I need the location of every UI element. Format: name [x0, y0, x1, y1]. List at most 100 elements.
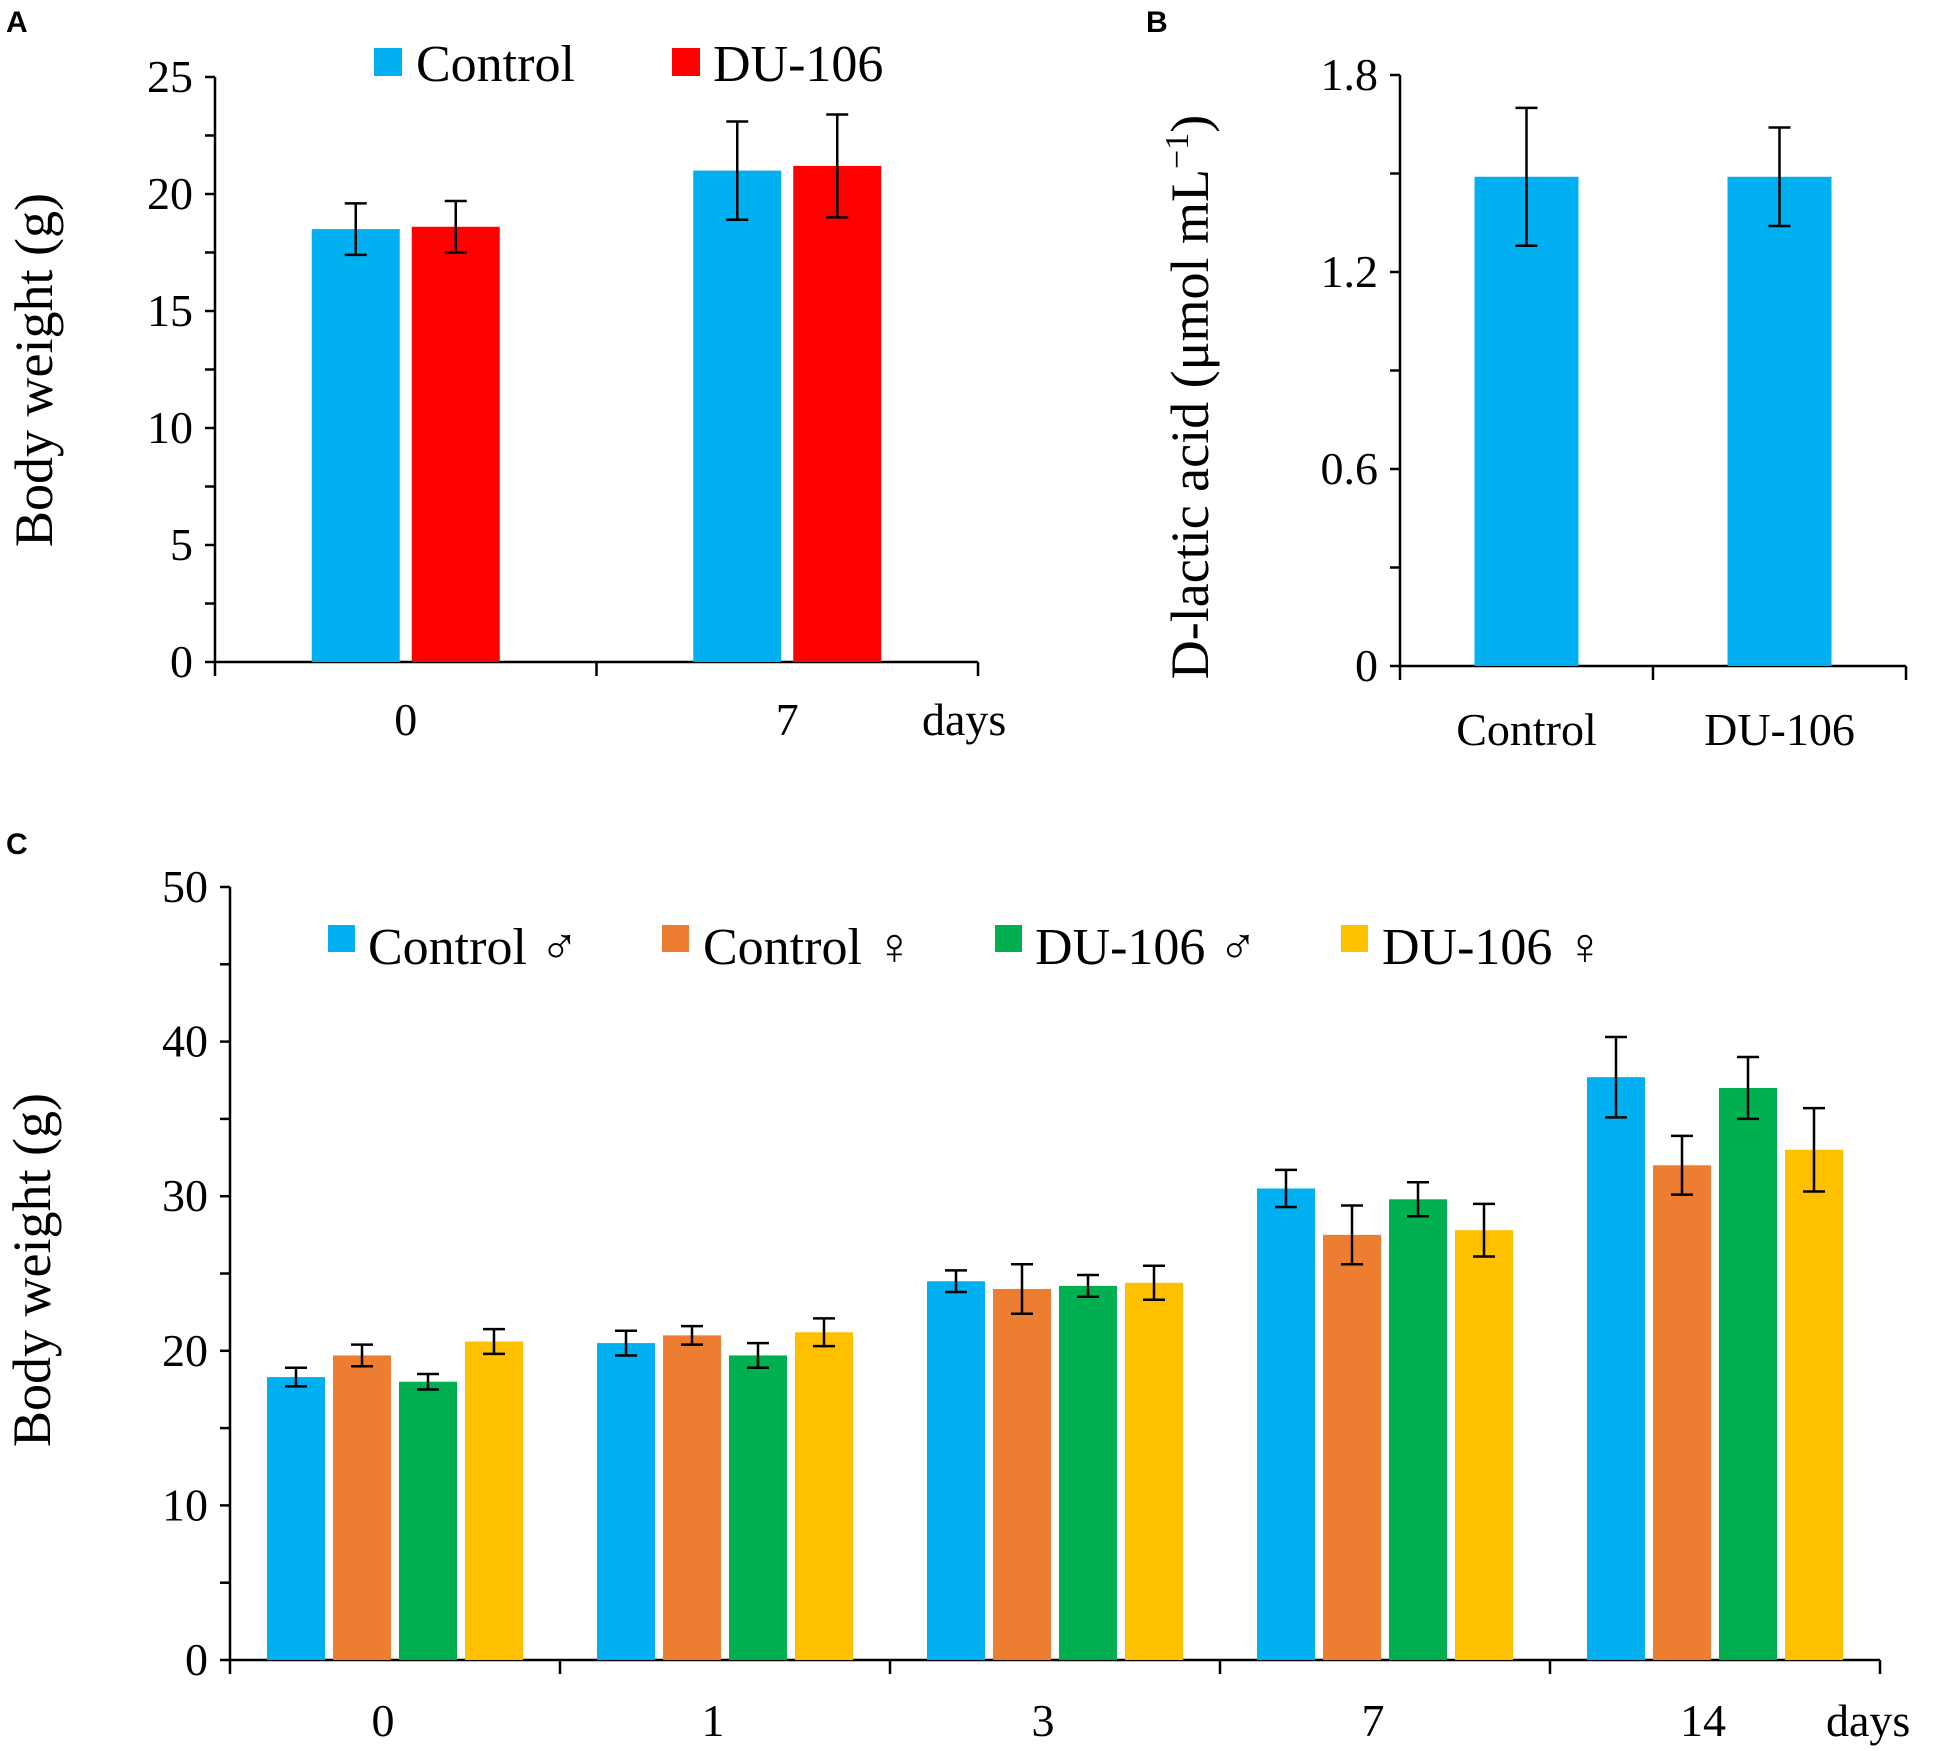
- panel-c-bar-du-106-1: [729, 1355, 787, 1660]
- panel-a-bar-control-7: [693, 170, 782, 662]
- panel-c-error-bar-du-106-7: [1473, 1202, 1495, 1258]
- panel-a-legend: Control DU-106: [374, 36, 883, 93]
- panel-b-y-tick-label: 0.6: [1321, 443, 1379, 494]
- panel-a-legend-label-control: Control: [416, 36, 575, 93]
- panel-a-error-bar-control-0: [344, 202, 367, 257]
- panel-a-x-tick-label: 0: [394, 694, 417, 745]
- panel-c-error-bar-du-106-1: [747, 1341, 769, 1370]
- panel-b-bar-d-lactic-acid-control: [1474, 176, 1579, 667]
- panel-a-error-bar-control-7: [726, 120, 749, 221]
- panel-c-legend-label-du106-female: DU-106 ♀: [1382, 919, 1604, 976]
- panel-c-y-tick-label: 30: [162, 1170, 208, 1221]
- panel-c-bar-control-1: [597, 1343, 655, 1660]
- panel-c-y-tick-label: 0: [185, 1634, 208, 1685]
- panel-a-y-tick-label: 25: [147, 51, 193, 102]
- panel-c-legend-label-control-male: Control ♂: [368, 919, 579, 976]
- panel-c-y-tick-label: 40: [162, 1016, 208, 1067]
- panel-c-y-tick-label: 20: [162, 1325, 208, 1376]
- panel-a-legend-swatch-control: [374, 48, 402, 76]
- panel-c-bar-du-106-1: [795, 1332, 853, 1660]
- panel-a-letter: A: [6, 6, 28, 39]
- panel-c-bar-control-0: [333, 1355, 391, 1660]
- panel-c-error-bar-control-0: [351, 1343, 373, 1368]
- panel-c-error-bar-du-106-3: [1077, 1273, 1099, 1298]
- panel-a-bar-du-106-7: [793, 165, 882, 663]
- panel-c-bar-control-0: [267, 1377, 325, 1660]
- panel-a-y-tick-label: 20: [147, 168, 193, 219]
- panel-c-error-bar-control-1: [615, 1329, 637, 1357]
- panel-a-y-tick-label: 0: [170, 636, 193, 687]
- panel-c-error-bar-control-1: [681, 1324, 703, 1346]
- panel-c-legend-swatch-du106-male: [995, 925, 1022, 952]
- panel-c-error-bar-control-14: [1605, 1035, 1627, 1119]
- panel-c-error-bar-control-3: [945, 1269, 967, 1294]
- panel-c-bar-control-1: [663, 1335, 721, 1660]
- panel-c-error-bar-du-106-3: [1143, 1264, 1165, 1302]
- panel-a-legend-swatch-du106: [672, 48, 700, 76]
- panel-c-bar-control-7: [1257, 1188, 1315, 1660]
- panel-c-error-bar-du-106-0: [483, 1327, 505, 1356]
- panel-c-x-tick-label: 14: [1680, 1695, 1726, 1746]
- panel-c-error-bar-control-14: [1671, 1134, 1693, 1196]
- panel-c-bar-du-106-0: [465, 1341, 523, 1660]
- panel-c-error-bar-control-0: [285, 1366, 307, 1388]
- panel-c-error-bar-control-7: [1275, 1168, 1297, 1209]
- panel-c-error-bar-control-3: [1011, 1262, 1033, 1315]
- panel-c-error-bar-du-106-0: [417, 1372, 439, 1391]
- panel-c-bar-control-7: [1323, 1234, 1381, 1660]
- panel-b-y-tick-label: 1.2: [1321, 246, 1379, 297]
- panel-c-y-title: Body weight (g): [2, 1093, 62, 1447]
- panel-a-error-bar-du-106-0: [444, 199, 467, 254]
- panel-c-letter: C: [6, 828, 28, 861]
- panel-a-error-bar-du-106-7: [826, 113, 849, 219]
- panel-c-error-bar-control-7: [1341, 1204, 1363, 1266]
- panel-b-x-tick-label: Control: [1456, 704, 1597, 755]
- panel-b-y-title-close: ): [1160, 115, 1220, 133]
- panel-c-bar-control-3: [927, 1281, 985, 1660]
- panel-b-letter: B: [1146, 6, 1168, 39]
- panel-c-x-tick-label: 3: [1032, 1695, 1055, 1746]
- panel-c-legend-swatch-control-male: [328, 925, 355, 952]
- panel-c: C 0 10 20 30 40 50 0 1 3 7 14 Body weight (g) day…: [2, 828, 1910, 1746]
- panel-c-bar-control-14: [1587, 1077, 1645, 1660]
- panel-c-x-title: days: [1826, 1695, 1910, 1746]
- panel-c-error-bar-du-106-1: [813, 1317, 835, 1348]
- panel-b-x-tick-label: DU-106: [1704, 704, 1855, 755]
- panel-b-bar-d-lactic-acid-du-106: [1727, 176, 1832, 667]
- panel-c-legend-swatch-du106-female: [1341, 925, 1368, 952]
- panel-a-y-tick-label: 5: [170, 519, 193, 570]
- panel-c-bar-du-106-7: [1455, 1230, 1513, 1660]
- panel-a-bar-control-0: [311, 229, 400, 662]
- panel-b-y-title-superscript: −1: [1159, 133, 1196, 169]
- panel-c-bar-du-106-3: [1059, 1285, 1117, 1660]
- panel-c-bar-du-106-3: [1125, 1282, 1183, 1660]
- panel-a-y-tick-label: 10: [147, 402, 193, 453]
- panel-c-bar-control-14: [1653, 1165, 1711, 1660]
- panel-c-bar-du-106-14: [1719, 1087, 1777, 1660]
- panel-c-x-tick-label: 7: [1362, 1695, 1385, 1746]
- panel-c-error-bar-du-106-7: [1407, 1181, 1429, 1218]
- panel-b-error-bar-d-lactic-acid-du-106: [1768, 126, 1791, 228]
- panel-c-legend-swatch-control-female: [662, 925, 689, 952]
- panel-b-error-bar-d-lactic-acid-control: [1515, 106, 1538, 247]
- panel-a-legend-label-du106: DU-106: [713, 36, 883, 93]
- panel-c-bar-du-106-14: [1785, 1149, 1843, 1660]
- panel-a-y-title: Body weight (g): [4, 193, 64, 547]
- panel-b: B 0 0.6 1.2 1.8 Control DU-106 D-lactic acid…: [1146, 6, 1908, 755]
- panel-c-legend-label-control-female: Control ♀: [703, 919, 914, 976]
- panel-a: A 0 5 10 15 20 25 0 7 Body weight (g) days Con…: [4, 6, 1006, 745]
- panel-a-bar-du-106-0: [411, 226, 500, 662]
- panel-a-x-title: days: [922, 694, 1006, 745]
- panel-c-y-tick-label: 50: [162, 861, 208, 912]
- panel-b-y-title: D-lactic acid (μmol mL−1): [1159, 115, 1220, 679]
- panel-c-y-tick-label: 10: [162, 1479, 208, 1530]
- panel-c-x-tick-label: 1: [702, 1695, 725, 1746]
- panel-c-bar-du-106-0: [399, 1381, 457, 1660]
- panel-c-bar-control-3: [993, 1288, 1051, 1660]
- panel-c-error-bar-du-106-14: [1803, 1106, 1825, 1193]
- panel-b-y-tick-label: 0: [1355, 640, 1378, 691]
- panel-b-y-tick-label: 1.8: [1321, 49, 1379, 100]
- panel-c-x-tick-label: 0: [372, 1695, 395, 1746]
- panel-c-legend-label-du106-male: DU-106 ♂: [1035, 919, 1257, 976]
